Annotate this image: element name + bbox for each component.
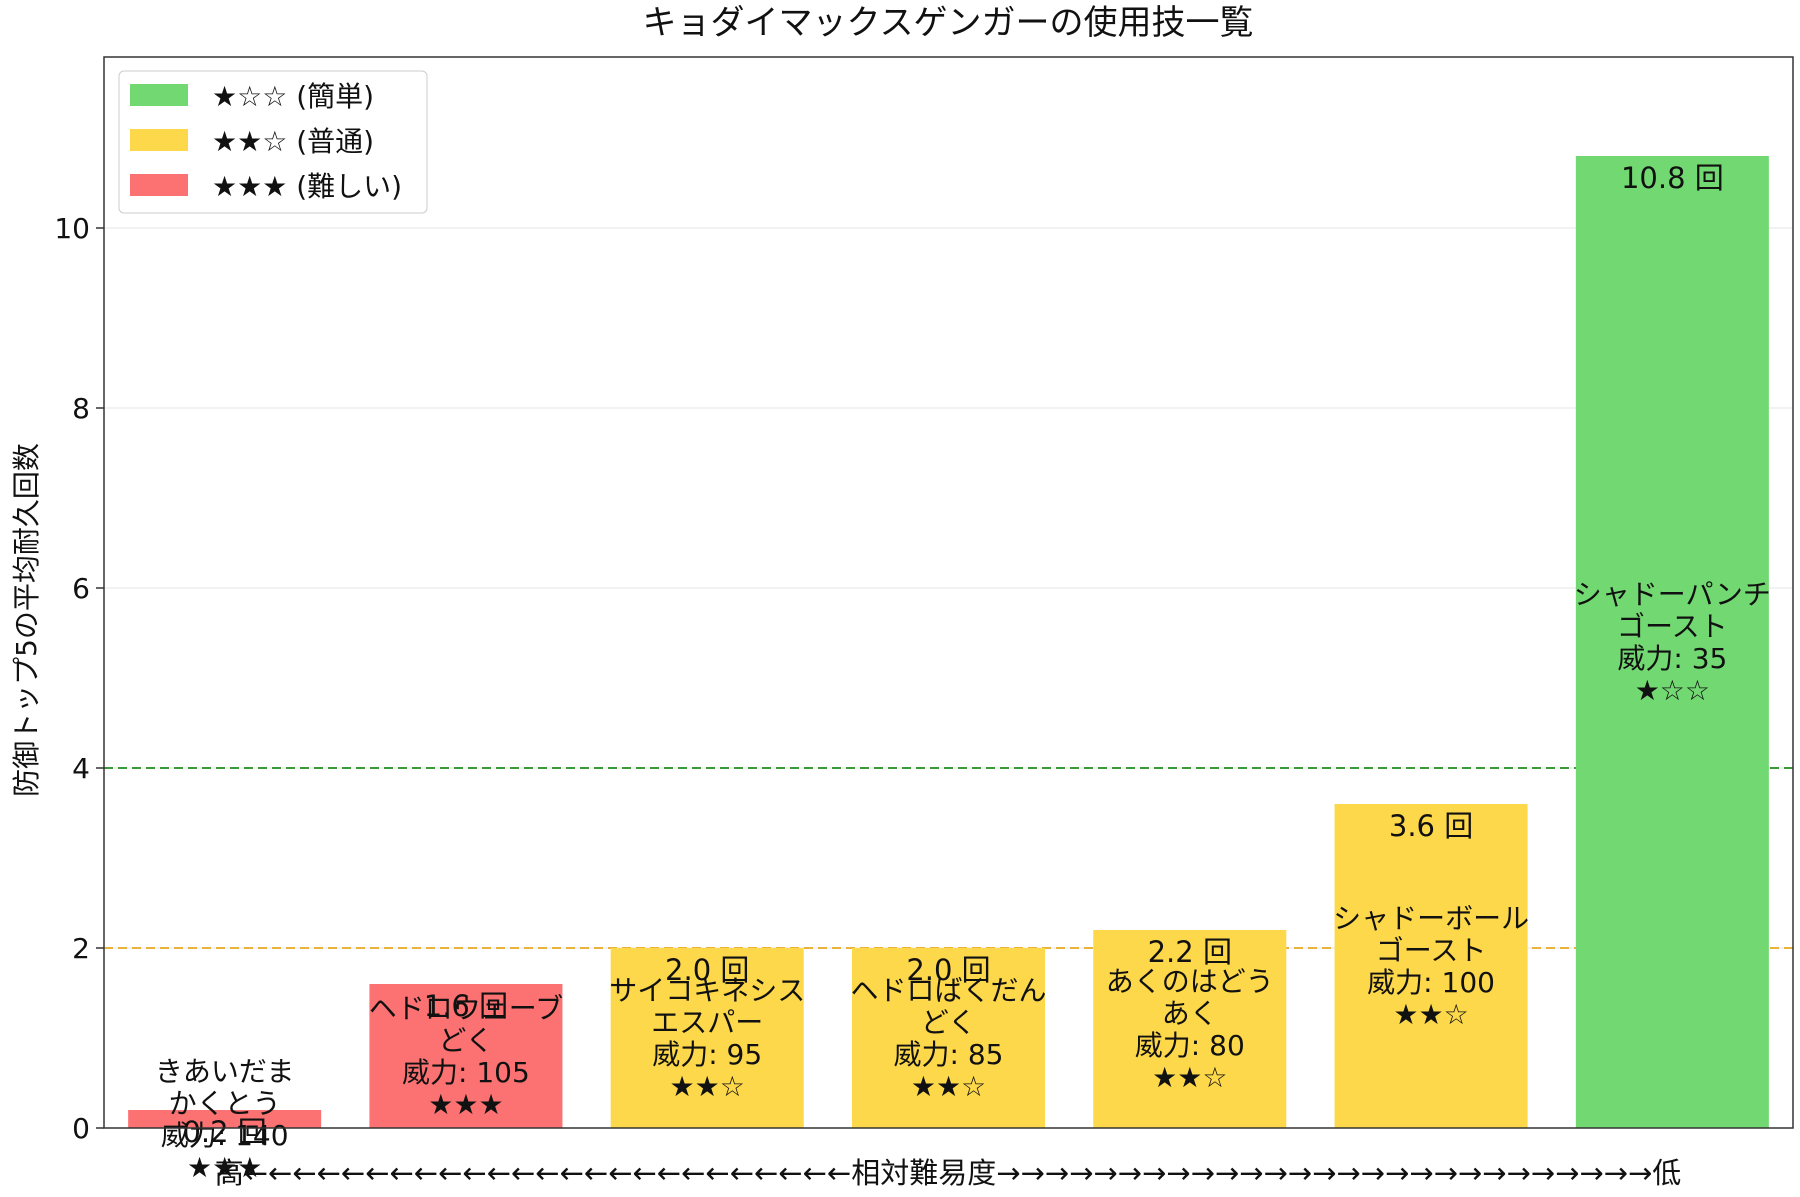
legend-label: ★★☆ (普通) (212, 125, 374, 158)
bar-value-label: 1.6 回 (424, 989, 508, 1023)
bar-value-label: 2.0 回 (665, 953, 749, 987)
bar (1093, 930, 1287, 1128)
bar-move-power: 威力: 85 (894, 1038, 1004, 1071)
bar-move-type: ゴースト (1376, 934, 1487, 967)
bar-move-type: あく (1162, 997, 1218, 1030)
legend-swatch (130, 84, 188, 106)
bar-value-label: 0.2 回 (182, 1115, 266, 1149)
bar-move-name: シャドーボール (1333, 902, 1529, 935)
bar-value-label: 3.6 回 (1389, 809, 1473, 843)
bar-move-type: ゴースト (1617, 610, 1728, 643)
bar-move-power: 威力: 80 (1135, 1029, 1245, 1062)
bar (1575, 156, 1769, 1128)
legend-label: ★☆☆ (簡単) (212, 80, 374, 113)
bar-move-power: 威力: 105 (402, 1056, 530, 1089)
y-axis-label: 防御トップ5の平均耐久回数 (10, 443, 43, 797)
bar-move-type: どく (438, 1024, 493, 1057)
bar-move-type: エスパー (651, 1006, 763, 1039)
bar-difficulty-stars: ★★☆ (670, 1070, 745, 1103)
bar (1334, 804, 1528, 1128)
y-tick-label: 0 (72, 1112, 90, 1145)
legend-swatch (130, 174, 188, 196)
bar-difficulty-stars: ★★☆ (1152, 1061, 1227, 1094)
reference-lines (104, 767, 1793, 949)
bar-move-power: 威力: 140 (161, 1119, 289, 1152)
chart-title: キョダイマックスゲンガーの使用技一覧 (643, 3, 1254, 43)
bar-move-name: ヘドロばくだん (850, 974, 1046, 1007)
y-axis-ticks: 0 2 4 6 8 10 (54, 212, 104, 1145)
y-tick-label: 6 (72, 572, 90, 605)
bar-move-power: 威力: 35 (1617, 642, 1727, 675)
legend-swatch (130, 129, 188, 151)
y-tick-label: 4 (72, 752, 90, 785)
y-tick-label: 8 (72, 392, 90, 425)
x-axis-label: 高←←←←←←←←←←←←←←←←←←←←←←←←←相対難易度→→→→→→→→→… (215, 1156, 1682, 1190)
legend-label: ★★★ (難しい) (212, 170, 402, 203)
bar-value-label: 2.2 回 (1148, 935, 1232, 969)
bar-move-name: シャドーパンチ (1574, 578, 1771, 611)
bar-move-power: 威力: 95 (652, 1038, 762, 1071)
bar-difficulty-stars: ★★★ (428, 1088, 503, 1121)
bar-move-type: どく (921, 1006, 976, 1039)
legend-box (118, 70, 428, 214)
bar-difficulty-stars: ★★☆ (911, 1070, 986, 1103)
bar-move-name: きあいだま (155, 1055, 294, 1088)
bar (128, 1110, 322, 1128)
bar-move-type: かくとう (169, 1087, 281, 1120)
plot-frame (103, 56, 1794, 1129)
bar-difficulty-stars: ★★☆ (1393, 998, 1468, 1031)
bar-value-label: 2.0 回 (906, 953, 990, 987)
legend: ★☆☆ (簡単) ★★☆ (普通) ★★★ (難しい) (118, 70, 428, 214)
y-tick-label: 2 (72, 932, 90, 965)
bar (610, 948, 804, 1128)
bar-move-name: あくのはどう (1106, 965, 1274, 998)
bar-move-name: ヘドロウェーブ (369, 992, 563, 1025)
bar-move-name: サイコキネシス (609, 974, 805, 1007)
bar (369, 984, 563, 1128)
bar-value-label: 10.8 回 (1621, 161, 1724, 195)
bar-difficulty-stars: ★★★ (187, 1151, 262, 1184)
y-tick-label: 10 (54, 212, 90, 245)
bar-difficulty-stars: ★☆☆ (1635, 674, 1710, 707)
bar (851, 948, 1046, 1128)
bar-move-power: 威力: 100 (1367, 966, 1495, 999)
